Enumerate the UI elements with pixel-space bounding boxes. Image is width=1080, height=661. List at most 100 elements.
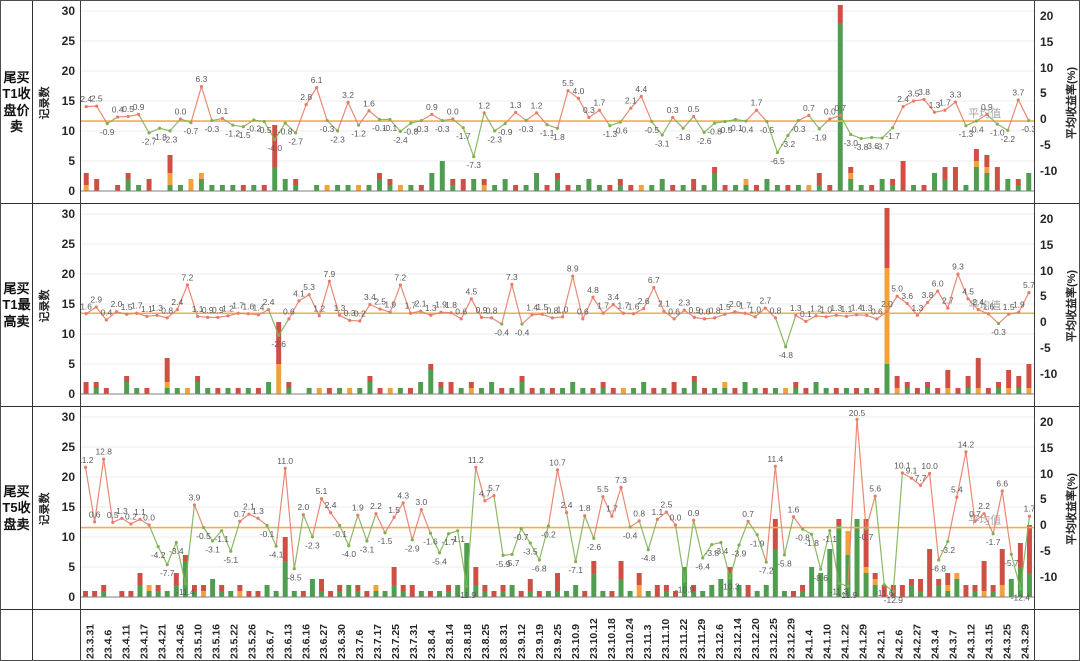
point-label: -0.1 [372, 123, 387, 133]
point-label: -0.3 [519, 124, 534, 134]
right-axis-title-1: 平均收益率(%) [1066, 66, 1078, 139]
left-tick: 0 [68, 184, 75, 198]
point-label: 1.2 [531, 100, 543, 110]
right-tick: -5 [1040, 543, 1051, 558]
right-tick: 20 [1040, 212, 1054, 226]
point-label: -2.2 [1001, 134, 1016, 144]
x-date-label: 23.6.27 [319, 624, 330, 659]
point-label: 11.4 [767, 454, 783, 464]
point-label: 7.7 [915, 473, 927, 483]
point-label: -0.3 [1021, 124, 1034, 134]
point-label: 1.5 [388, 505, 400, 515]
left-tick: 15 [61, 297, 75, 311]
point-label: 2.8 [300, 92, 312, 102]
point-label: -0.4 [739, 125, 754, 135]
plot-area-3: 平均值11.20.612.80.51.30.21.10.0-4.2-7.7-3.… [81, 407, 1035, 610]
point-label: 5.7 [488, 483, 500, 493]
point-label: 1.1 [192, 304, 204, 314]
point-label: 1.9 [384, 300, 396, 310]
point-label: -5.1 [223, 555, 238, 565]
point-label: -0.3 [791, 124, 806, 134]
point-label: 1.8 [579, 503, 591, 513]
point-label: 7.9 [324, 269, 336, 279]
point-label: 1.3 [116, 506, 128, 516]
point-label: -0.1 [728, 123, 743, 133]
point-label: 1.0 [820, 304, 832, 314]
point-label: -1.7 [441, 537, 456, 547]
point-label: -0.3 [991, 327, 1006, 337]
point-label: 1.9 [352, 503, 364, 513]
point-label: -2.7 [142, 136, 157, 146]
x-date-label: 23.8.4 [427, 630, 438, 659]
right-tick: 10 [1040, 263, 1054, 278]
point-label: 20.5 [849, 408, 866, 418]
point-label: -5.9 [496, 559, 511, 569]
point-label: 4.3 [397, 490, 409, 500]
point-label: -3.1 [205, 544, 220, 554]
point-label: 3.8 [918, 87, 930, 97]
point-label: -4.8 [778, 350, 793, 360]
point-label: 5.5 [597, 484, 609, 494]
x-date-label: 24.3.4 [931, 630, 942, 659]
point-label: 3.4 [364, 292, 376, 302]
x-date-label: 23.8.31 [499, 624, 510, 659]
point-label: 0.2 [125, 511, 137, 521]
point-label: -2.6 [271, 339, 286, 349]
point-label: -0.1 [260, 529, 275, 539]
panel-row-3: 尾买T5收盘卖 记录数 0 5 10 15 20 25 30 平均值 11.2 0.6 12.8 0… [1, 407, 1079, 610]
point-label: 4.0 [573, 86, 585, 96]
point-label: 5.6 [869, 484, 881, 494]
point-label: -1.1 [450, 534, 465, 544]
point-label: 3.2 [342, 90, 354, 100]
point-label: 0.9 [212, 305, 224, 315]
point-label: 0.0 [143, 512, 155, 522]
x-date-label: 23.12.20 [751, 618, 762, 659]
point-label: 1.7 [939, 98, 951, 108]
left-axis-3: 记录数 0 5 10 15 20 25 30 [33, 407, 81, 610]
point-label: -1.0 [990, 128, 1005, 138]
point-label: -0.7 [859, 532, 874, 542]
point-label: -2.3 [305, 540, 320, 550]
point-label: 5.7 [1023, 280, 1034, 290]
right-tick: 15 [1040, 237, 1054, 252]
left-tick: 15 [61, 500, 75, 514]
point-label: 4.5 [465, 286, 477, 296]
point-label: 1.3 [912, 303, 924, 313]
point-label: 1.5 [719, 302, 731, 312]
point-label: -11.6 [875, 588, 894, 598]
point-label: 3.8 [922, 290, 934, 300]
point-label: -8.6 [813, 573, 828, 583]
point-label: -1.8 [804, 538, 819, 548]
point-label: -10.9 [675, 585, 695, 595]
left-tick: 25 [61, 34, 75, 48]
point-label: 3.6 [901, 291, 913, 301]
point-label: 2.4 [263, 297, 275, 307]
point-label: 0.7 [803, 103, 815, 113]
point-label: 0.8 [547, 305, 559, 315]
point-label: 0.6 [577, 306, 589, 316]
left-axis-1: 记录数 0 5 10 15 20 25 30 [33, 1, 81, 204]
point-label: -0.8 [278, 127, 293, 137]
point-label: 0.9 [688, 508, 700, 518]
point-label: -3.1 [360, 544, 375, 554]
point-label: 9.3 [952, 262, 964, 272]
point-label: -11.9 [839, 590, 858, 600]
x-date-label: 24.1.10 [823, 624, 834, 659]
x-axis-row: 23.3.31 23.4.6 23.4.11 23.4.17 23.4.21 23.4.2… [1, 610, 1079, 660]
point-label: -12.9 [884, 595, 904, 605]
x-date-label: 24.3.7 [949, 630, 960, 659]
point-label: 1.9 [1013, 300, 1025, 310]
point-label: 0.6 [283, 306, 295, 316]
point-label: 0.0 [824, 106, 836, 116]
point-label: -5.7 [1004, 558, 1019, 568]
left-tick: 10 [61, 530, 75, 544]
point-label: 7.2 [182, 272, 194, 282]
point-label: -1.1 [540, 128, 555, 138]
point-label: 2.4 [561, 500, 573, 510]
x-date-label: 23.7.25 [391, 624, 402, 659]
point-label: 6.1 [311, 75, 323, 85]
right-tick: 0 [1040, 315, 1047, 329]
x-date-label: 23.11.22 [679, 619, 690, 659]
point-label: -3.8 [854, 142, 869, 152]
point-label: 0.4 [112, 104, 124, 114]
